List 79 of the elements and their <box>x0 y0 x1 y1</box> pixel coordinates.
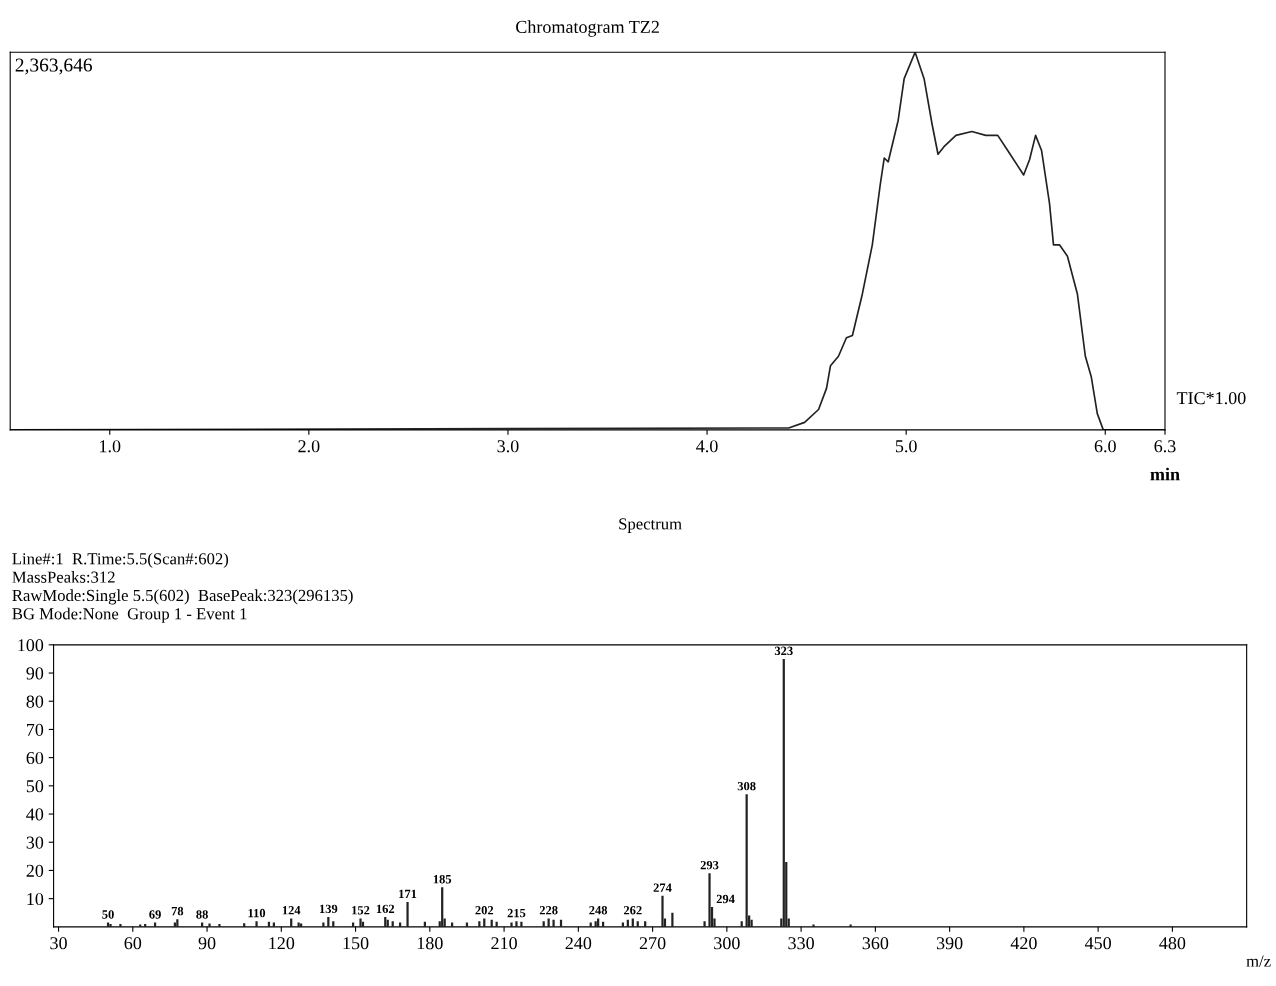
annotation: 110 <box>248 908 266 918</box>
x-axis-title: min <box>1150 467 1180 481</box>
y-tick-label: 10 <box>27 892 44 906</box>
bar <box>515 921 518 927</box>
x-tick-label: 3.0 <box>497 440 519 453</box>
annotation: 2,363,646 <box>15 58 93 75</box>
text: TIC*1.00 <box>1176 392 1246 405</box>
annotation: 215 <box>507 908 526 918</box>
y-tick-label: 40 <box>26 808 44 821</box>
annotation: 162 <box>376 904 395 914</box>
bar <box>218 924 221 927</box>
bar <box>750 919 753 927</box>
annotation: 274 <box>653 883 672 892</box>
annotation: 185 <box>433 875 452 884</box>
text: MassPeaks:312 <box>12 571 115 583</box>
y-tick-label: 30 <box>26 836 44 849</box>
annotation: 248 <box>589 906 608 915</box>
bar <box>661 895 664 927</box>
chart-title: Spectrum <box>619 518 682 533</box>
bar <box>703 921 706 927</box>
bar <box>255 921 258 927</box>
x-tick-label: 150 <box>343 937 369 950</box>
annotation: 88 <box>196 910 208 919</box>
x-tick-label: 300 <box>714 937 740 950</box>
bar <box>520 921 523 927</box>
y-tick-label: 70 <box>27 723 44 736</box>
x-tick-label: 4.0 <box>696 440 718 453</box>
annotation: 262 <box>623 906 642 915</box>
annotation: 171 <box>399 889 417 898</box>
x-tick-label: 5.0 <box>895 440 917 453</box>
annotation: 139 <box>319 904 338 914</box>
annotation: 152 <box>352 906 370 915</box>
annotation: 308 <box>737 781 756 791</box>
x-tick-label: 360 <box>862 937 889 950</box>
x-tick-label: 120 <box>269 937 295 950</box>
x-tick-label: 270 <box>639 937 666 950</box>
x-tick-label: 30 <box>50 937 67 950</box>
text: BG Mode:None Group 1 - Event 1 <box>12 607 247 623</box>
bar <box>671 912 674 927</box>
bar <box>208 923 211 927</box>
x-tick-label: 480 <box>1159 937 1186 950</box>
bar <box>552 919 555 927</box>
x-tick-label: 240 <box>565 937 592 950</box>
y-tick-label: 60 <box>26 751 44 765</box>
y-tick-label: 90 <box>26 667 44 680</box>
x-tick-label: 420 <box>1010 937 1037 950</box>
bar <box>708 873 711 927</box>
x-tick-label: 1.0 <box>100 440 121 453</box>
annotation: 228 <box>539 906 558 915</box>
annotation: 323 <box>774 646 793 656</box>
annotation: 124 <box>282 906 301 915</box>
bar <box>322 922 325 927</box>
chart-title: Chromatogram TZ2 <box>516 20 659 37</box>
x-tick-label: 210 <box>491 937 517 950</box>
annotation: 294 <box>716 894 735 904</box>
y-tick-label: 20 <box>26 864 44 877</box>
annotation: 50 <box>102 910 114 919</box>
x-tick-label: 6.0 <box>1094 440 1116 453</box>
annotation: 293 <box>700 860 719 870</box>
x-tick-label: 180 <box>417 937 443 950</box>
bar <box>119 924 122 927</box>
x-tick-label: 90 <box>198 937 216 950</box>
bar <box>406 902 409 927</box>
annotation: 202 <box>475 906 494 915</box>
text: Line#:1 R.Time:5.5(Scan#:602) <box>12 552 229 568</box>
x-tick-label: 390 <box>936 937 963 950</box>
x-axis-title: m/z <box>1246 955 1271 967</box>
x-tick-label: 6.3 <box>1154 440 1176 453</box>
x-tick-label: 330 <box>788 937 814 950</box>
x-tick-label: 450 <box>1084 937 1111 950</box>
y-tick-label: 100 <box>18 639 44 652</box>
text: RawMode:Single 5.5(602) BasePeak:323(296135) <box>12 589 353 605</box>
annotation: 69 <box>149 910 161 919</box>
x-tick-label: 2.0 <box>298 440 320 453</box>
annotation: 78 <box>171 906 184 916</box>
y-tick-label: 80 <box>26 695 44 708</box>
x-tick-label: 60 <box>124 937 142 950</box>
y-tick-label: 50 <box>26 780 44 793</box>
bar <box>510 922 513 927</box>
